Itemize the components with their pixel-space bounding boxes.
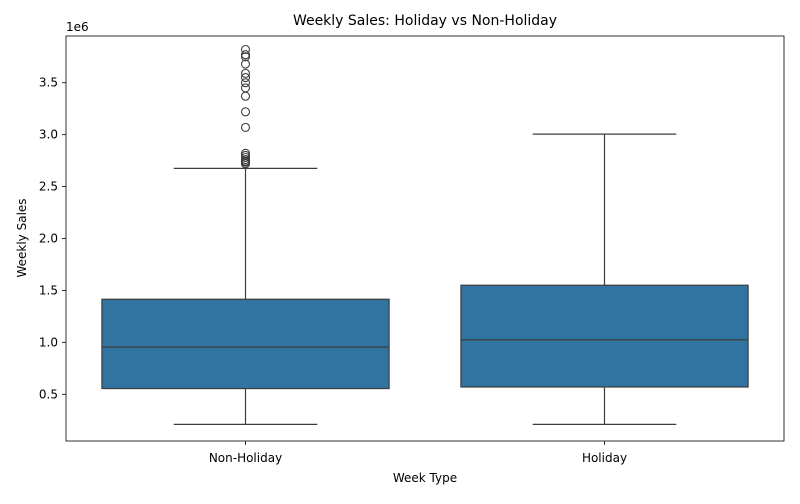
outlier-point [240,44,251,55]
y-axis: 0.5 1.0 1.5 2.0 2.5 3.0 3.5 [39,76,66,401]
y-axis-offset-label: 1e6 [66,20,89,34]
outlier-point [240,50,251,60]
outlier-point [240,83,251,93]
outlier-point [240,78,251,88]
outlier-point [240,59,251,69]
y-tick-label: 2.5 [39,180,58,194]
x-axis: Non-Holiday Holiday [209,441,627,465]
chart-title: Weekly Sales: Holiday vs Non-Holiday [293,13,557,29]
y-tick-label: 2.0 [39,232,58,246]
outlier-point [240,122,251,132]
y-tick-label: 3.0 [39,128,58,142]
y-tick-label: 0.5 [39,387,58,401]
box-iqr [460,284,749,388]
outlier-point [240,107,251,117]
plot-area [101,44,749,425]
x-tick-label: Non-Holiday [209,451,282,465]
outlier-point [240,148,251,158]
y-tick-label: 1.0 [39,335,58,349]
outlier-point [240,91,251,101]
outlier-point [240,68,251,78]
y-tick-label: 3.5 [39,76,58,90]
y-tick-label: 1.5 [39,283,58,297]
y-axis-label: Weekly Sales [15,198,29,277]
outlier-point [240,72,251,83]
box-iqr [101,298,390,390]
x-axis-label: Week Type [393,471,457,485]
x-tick-label: Holiday [582,451,627,465]
